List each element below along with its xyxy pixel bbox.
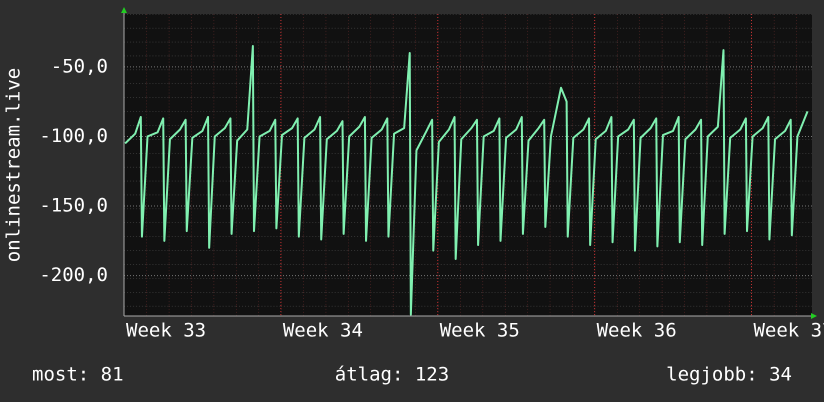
y-axis-label: onlinestream.live xyxy=(3,68,25,262)
footer-average: átlag: 123 xyxy=(335,364,449,386)
minor-grid xyxy=(124,14,812,316)
x-arrow xyxy=(811,313,817,319)
y-tick-label: -50,0 xyxy=(51,55,108,77)
x-tick-label: Week 33 xyxy=(126,320,206,342)
footer-best: legjobb: 34 xyxy=(666,364,792,386)
footer-current: most: 81 xyxy=(32,364,124,386)
x-tick-label: Week 36 xyxy=(597,320,677,342)
x-tick-label: Week 37 xyxy=(753,320,824,342)
x-tick-label: Week 34 xyxy=(283,320,363,342)
y-tick-label: -200,0 xyxy=(39,264,108,286)
x-tick-label: Week 35 xyxy=(440,320,520,342)
y-tick-label: -150,0 xyxy=(39,195,108,217)
y-arrow xyxy=(121,7,127,13)
data-line xyxy=(124,45,809,316)
line-layer xyxy=(124,45,809,316)
y-tick-label: -100,0 xyxy=(39,125,108,147)
